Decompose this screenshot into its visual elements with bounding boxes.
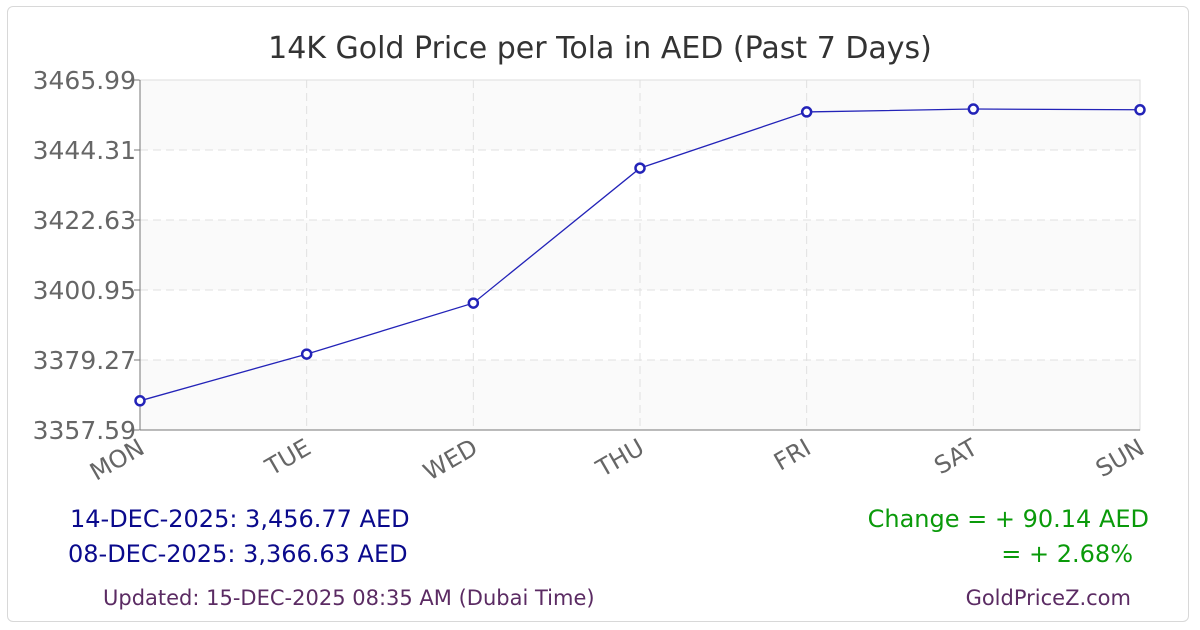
x-tick-label: SUN [1091, 433, 1149, 483]
x-tick-label: TUE [260, 433, 316, 481]
data-point-thu [634, 162, 646, 174]
updated-timestamp: Updated: 15-DEC-2025 08:35 AM (Dubai Tim… [103, 586, 595, 610]
y-tick-label: 3379.27 [33, 346, 136, 375]
data-point-wed [467, 297, 480, 309]
site-link[interactable]: GoldPriceZ.com [965, 586, 1131, 610]
chart-title: 14K Gold Price per Tola in AED (Past 7 D… [268, 31, 932, 66]
data-point-sat [967, 103, 980, 115]
data-point-fri [800, 106, 813, 118]
change-amount: Change = + 90.14 AED [867, 505, 1149, 533]
data-point-sun [1134, 104, 1146, 116]
data-point-mon [134, 395, 146, 407]
y-tick-label: 3422.63 [33, 206, 136, 235]
y-tick-label: 3465.99 [33, 66, 136, 95]
x-tick-label: THU [591, 433, 649, 483]
y-tick-label: 3357.59 [33, 416, 136, 445]
chart-card [7, 6, 1189, 622]
earliest-price: 08-DEC-2025: 3,366.63 AED [68, 540, 408, 568]
latest-price: 14-DEC-2025: 3,456.77 AED [70, 505, 410, 533]
x-tick-label: SAT [929, 433, 982, 480]
change-percent: = + 2.68% [1001, 540, 1133, 568]
y-tick-label: 3444.31 [33, 136, 136, 165]
data-point-tue [300, 348, 313, 360]
y-tick-label: 3400.95 [33, 276, 136, 305]
grid-band [140, 290, 1140, 360]
x-tick-label: FRI [769, 433, 816, 476]
x-tick-label: WED [419, 433, 483, 486]
